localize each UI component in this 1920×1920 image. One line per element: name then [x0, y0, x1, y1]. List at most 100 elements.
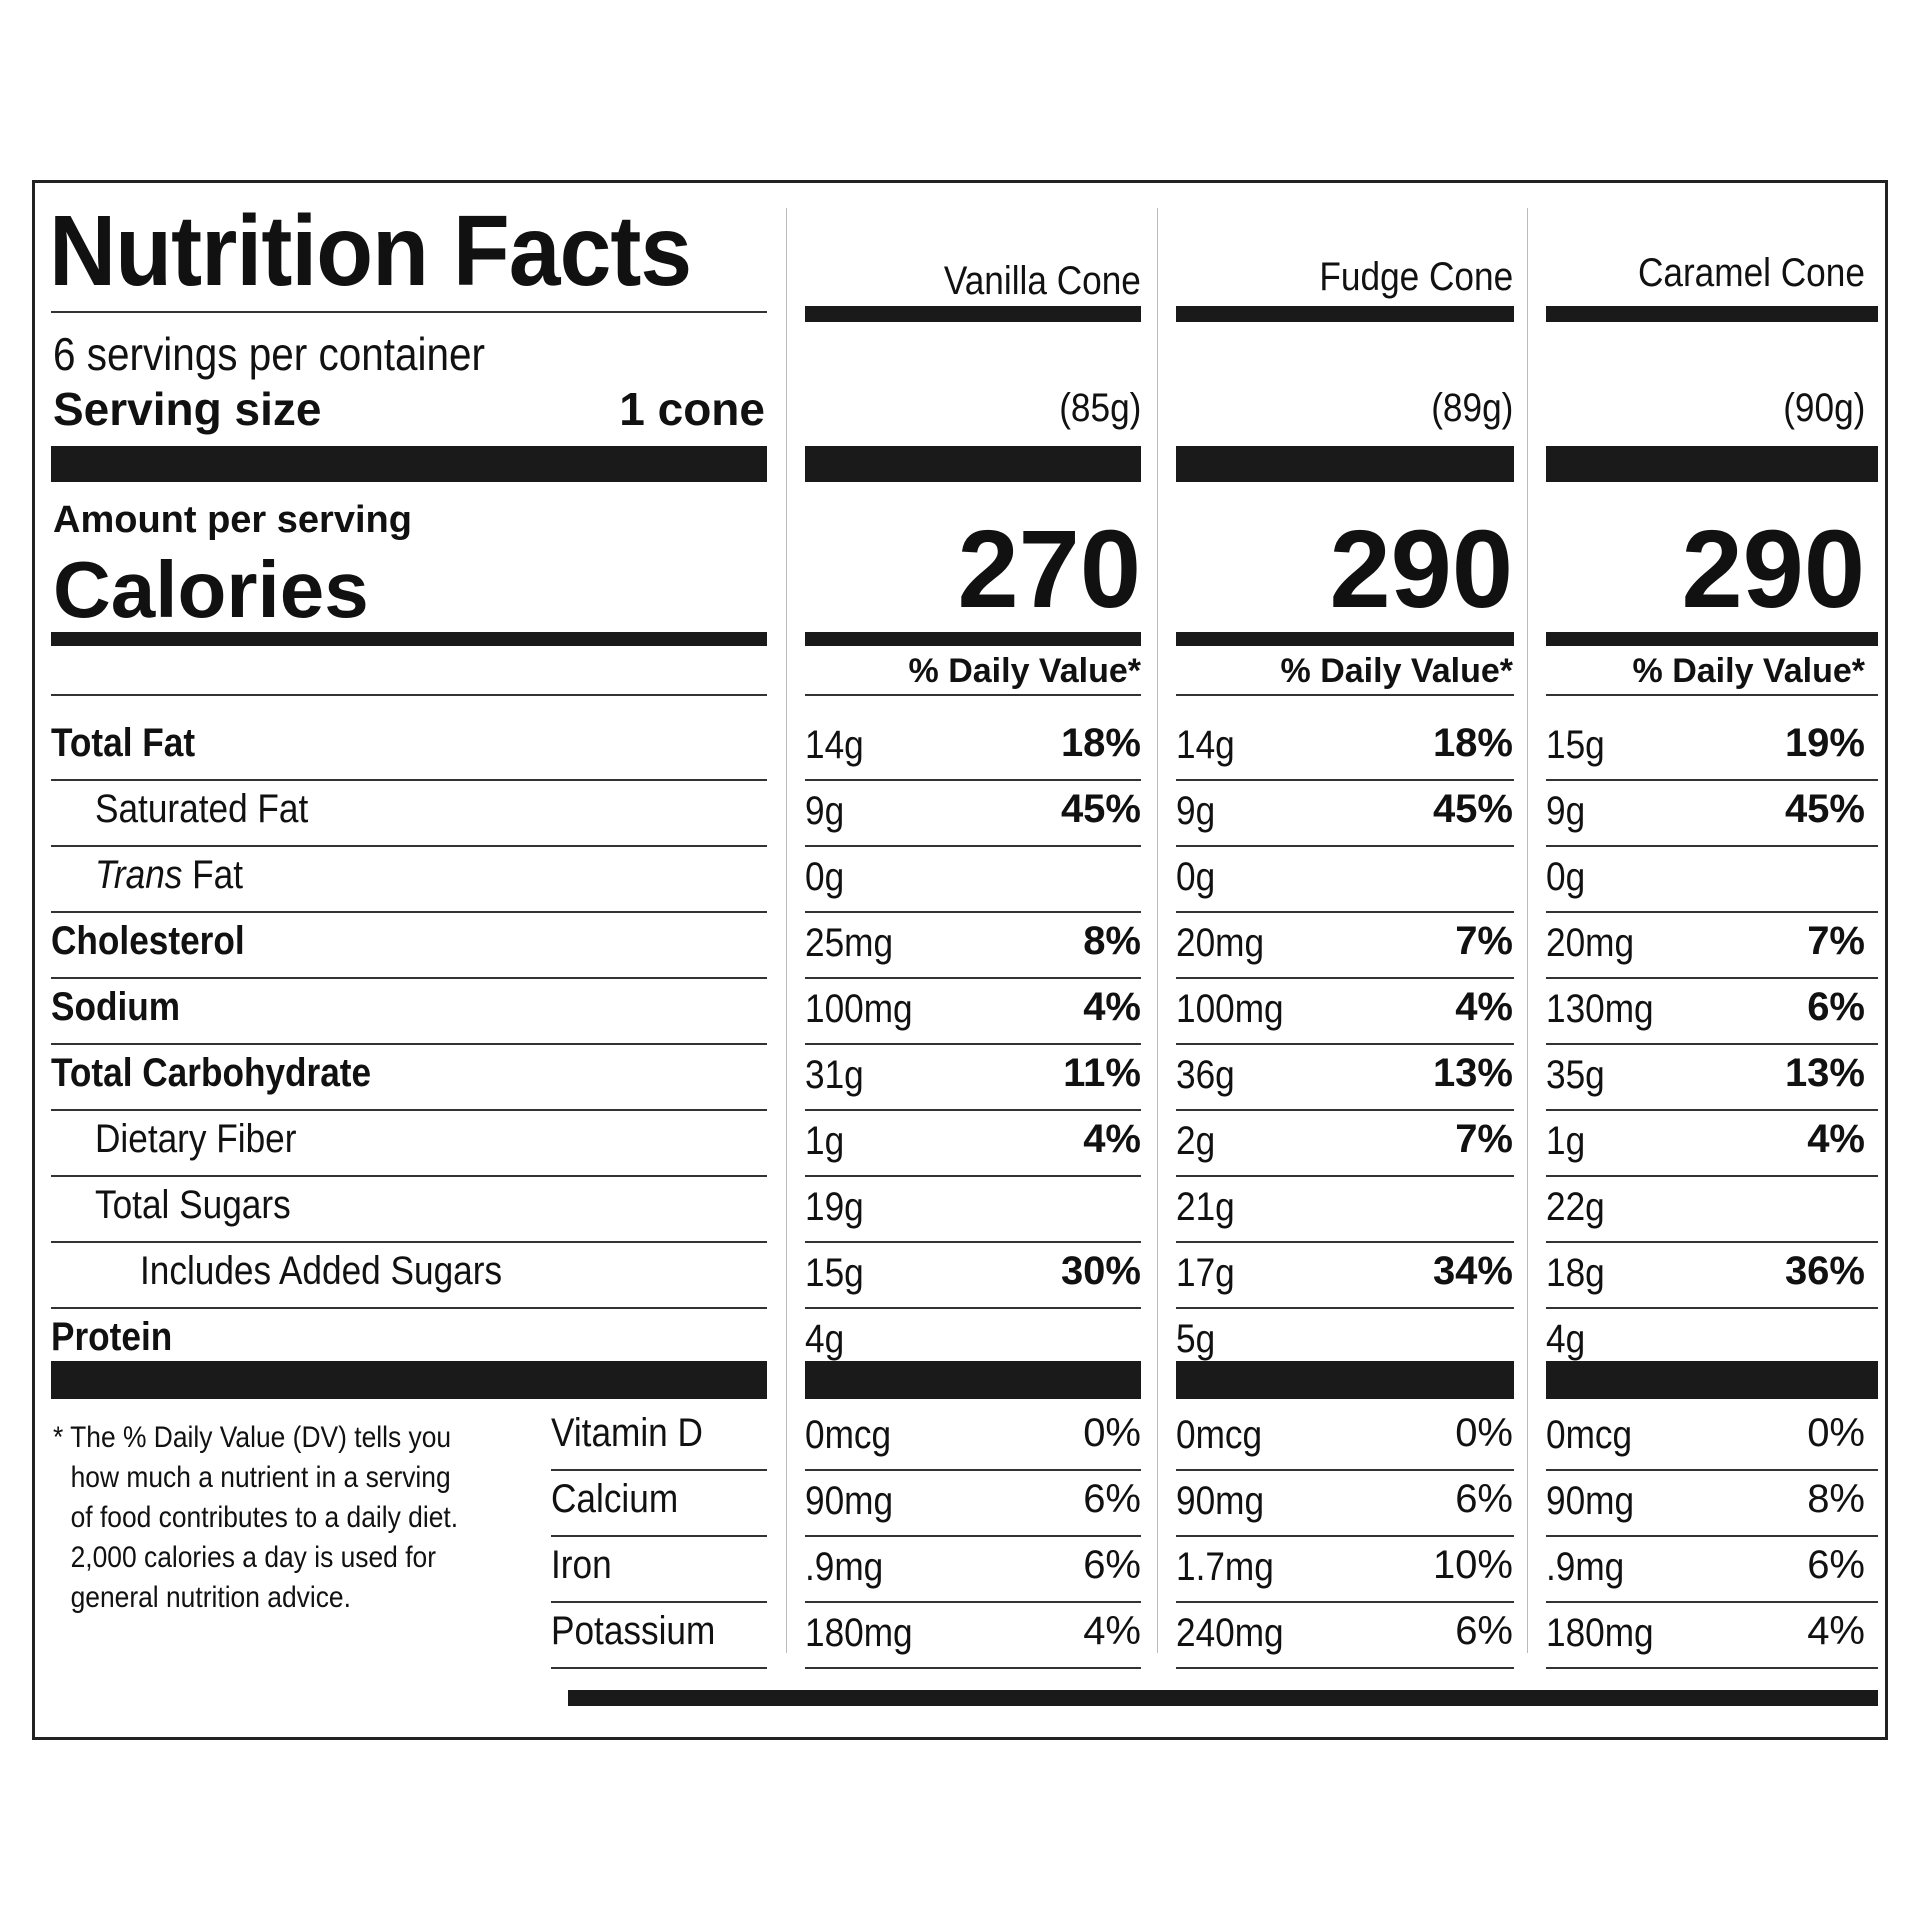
- column-thick-bar: [805, 446, 1141, 482]
- nutrient-amount: 2g: [1176, 1119, 1216, 1163]
- column-thick-bar: [805, 1361, 1141, 1399]
- row-divider: [1546, 845, 1878, 847]
- nutrient-amount: 9g: [805, 789, 845, 833]
- nutrient-label: Sodium: [51, 987, 180, 1027]
- row-divider: [1546, 1109, 1878, 1111]
- nutrient-amount: 18g: [1546, 1251, 1605, 1295]
- micronutrient-amount: 0mcg: [805, 1413, 892, 1457]
- micronutrient-daily-value: 10%: [1432, 1543, 1513, 1587]
- column-medium-bar: [805, 632, 1141, 646]
- row-divider: [1176, 779, 1514, 781]
- row-divider: [1176, 1307, 1514, 1309]
- nutrient-amount: 5g: [1176, 1317, 1216, 1361]
- nutrient-amount: 9g: [1176, 789, 1216, 833]
- row-divider: [1176, 1469, 1514, 1471]
- row-divider: [51, 1175, 767, 1177]
- nutrient-label: Cholesterol: [51, 921, 245, 961]
- nutrient-label-text: Fat: [182, 853, 244, 897]
- nutrient-daily-value: 34%: [1432, 1249, 1513, 1293]
- micronutrient-amount: 0mcg: [1176, 1413, 1263, 1457]
- dv-divider: [51, 694, 767, 696]
- micronutrient-daily-value: 0%: [1807, 1411, 1865, 1455]
- row-divider: [805, 779, 1141, 781]
- column-thick-bar: [1546, 446, 1878, 482]
- column-separator: [786, 208, 787, 1653]
- nutrient-amount: 35g: [1546, 1053, 1605, 1097]
- nutrient-amount: 1g: [805, 1119, 845, 1163]
- column-medium-bar: [1546, 632, 1878, 646]
- nutrient-daily-value: 45%: [1060, 787, 1141, 831]
- nutrient-daily-value: 18%: [1060, 721, 1141, 765]
- nutrient-daily-value: 36%: [1784, 1249, 1865, 1293]
- micronutrient-daily-value: 6%: [1083, 1543, 1141, 1587]
- dv-header-vanilla: % Daily Value*: [908, 652, 1141, 690]
- micronutrient-daily-value: 6%: [1455, 1477, 1513, 1521]
- nutrient-daily-value: 13%: [1784, 1051, 1865, 1095]
- nutrient-amount: 0g: [1546, 855, 1586, 899]
- nutrient-daily-value: 45%: [1432, 787, 1513, 831]
- micronutrient-amount: .9mg: [805, 1545, 884, 1589]
- row-divider: [805, 911, 1141, 913]
- thick-divider: [51, 1361, 767, 1399]
- row-divider: [551, 1469, 767, 1471]
- column-name-vanilla: Vanilla Cone: [944, 259, 1141, 303]
- row-divider: [51, 977, 767, 979]
- column-medium-bar: [1176, 632, 1514, 646]
- column-dv-divider: [1546, 694, 1878, 696]
- row-divider: [805, 1109, 1141, 1111]
- dv-header-fudge: % Daily Value*: [1280, 652, 1513, 690]
- nutrient-amount: 4g: [805, 1317, 845, 1361]
- row-divider: [1546, 1535, 1878, 1537]
- row-divider: [1176, 845, 1514, 847]
- amount-per-serving-label: Amount per serving: [53, 499, 412, 541]
- row-divider: [1546, 1175, 1878, 1177]
- nutrient-amount: 4g: [1546, 1317, 1586, 1361]
- row-divider: [51, 1043, 767, 1045]
- footnote-line: how much a nutrient in a serving: [70, 1461, 451, 1494]
- column-name-caramel: Caramel Cone: [1638, 251, 1865, 295]
- nutrient-amount: 22g: [1546, 1185, 1605, 1229]
- nutrient-amount: 20mg: [1546, 921, 1635, 965]
- medium-divider: [51, 632, 767, 646]
- calories-value-caramel: 290: [1681, 508, 1865, 631]
- column-separator: [1157, 208, 1158, 1653]
- row-divider: [51, 1241, 767, 1243]
- micronutrient-amount: 90mg: [1546, 1479, 1635, 1523]
- row-divider: [1176, 1535, 1514, 1537]
- micronutrient-daily-value: 6%: [1807, 1543, 1865, 1587]
- row-divider: [51, 845, 767, 847]
- row-divider: [551, 1667, 767, 1669]
- nutrient-amount: 19g: [805, 1185, 864, 1229]
- nutrient-amount: 100mg: [1176, 987, 1284, 1031]
- nutrient-amount: 100mg: [805, 987, 913, 1031]
- nutrient-label: Total Sugars: [95, 1185, 291, 1225]
- page-title: Nutrition Facts: [49, 195, 692, 307]
- row-divider: [1176, 1109, 1514, 1111]
- nutrient-amount: 20mg: [1176, 921, 1265, 965]
- nutrient-daily-value: 6%: [1807, 985, 1865, 1029]
- dv-header-caramel: % Daily Value*: [1632, 652, 1865, 690]
- micronutrient-amount: 180mg: [1546, 1611, 1654, 1655]
- nutrient-amount: 14g: [805, 723, 864, 767]
- row-divider: [805, 1667, 1141, 1669]
- row-divider: [1176, 1043, 1514, 1045]
- serving-size-value: 1 cone: [619, 383, 765, 435]
- nutrient-amount: 17g: [1176, 1251, 1235, 1295]
- column-thick-bar: [1546, 1361, 1878, 1399]
- micronutrient-label: Potassium: [551, 1609, 716, 1653]
- micronutrient-label: Calcium: [551, 1477, 679, 1521]
- nutrient-label: Includes Added Sugars: [140, 1251, 502, 1291]
- nutrient-label-text: Total Fat: [51, 721, 196, 765]
- row-divider: [805, 1175, 1141, 1177]
- row-divider: [805, 1535, 1141, 1537]
- row-divider: [1176, 1175, 1514, 1177]
- nutrient-daily-value: 4%: [1083, 985, 1141, 1029]
- nutrient-daily-value: 11%: [1063, 1051, 1141, 1095]
- nutrient-label: Saturated Fat: [95, 789, 308, 829]
- row-divider: [1176, 1601, 1514, 1603]
- nutrient-daily-value: 45%: [1784, 787, 1865, 831]
- bottom-bar: [568, 1690, 1878, 1706]
- nutrient-daily-value: 7%: [1455, 1117, 1513, 1161]
- nutrient-daily-value: 4%: [1807, 1117, 1865, 1161]
- column-thick-bar: [1176, 1361, 1514, 1399]
